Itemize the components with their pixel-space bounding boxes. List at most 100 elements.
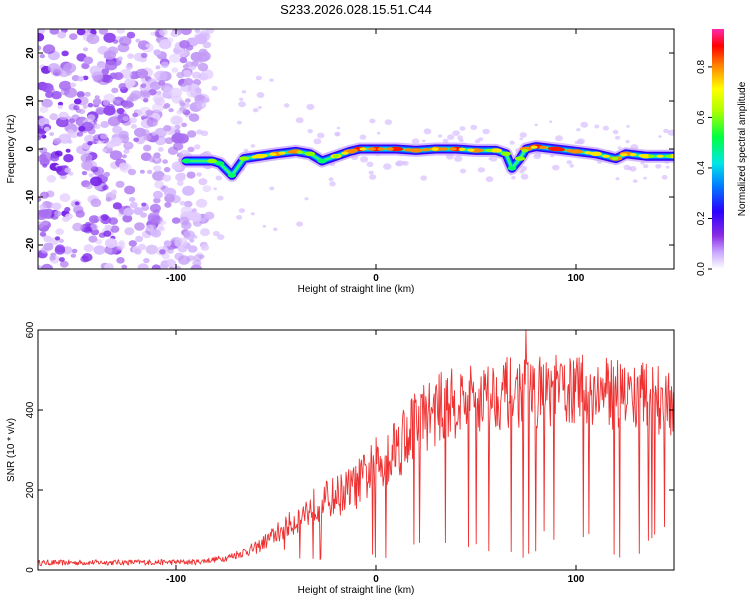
snr-ylabel: SNR (10 * v/v): [6, 418, 17, 482]
noise-speckle: [116, 107, 125, 115]
noise-speckle: [143, 144, 152, 152]
noise-speckle: [511, 175, 516, 180]
noise-speckle: [102, 100, 110, 106]
noise-speckle: [58, 80, 72, 91]
noise-speckle: [59, 260, 69, 268]
noise-speckle: [626, 125, 630, 128]
noise-speckle: [615, 177, 620, 181]
noise-speckle: [76, 131, 84, 137]
noise-speckle: [41, 98, 53, 108]
noise-speckle: [100, 214, 109, 221]
noise-speckle: [179, 51, 188, 58]
ridge-hotspot: [431, 147, 439, 151]
noise-speckle: [594, 124, 600, 129]
y-tick-label: 20: [25, 47, 36, 59]
noise-speckle: [383, 163, 392, 170]
noise-speckle: [88, 173, 94, 178]
y-tick-label: 10: [25, 95, 36, 107]
noise-speckle: [116, 29, 125, 34]
noise-speckle: [132, 112, 139, 118]
noise-speckle: [176, 109, 183, 115]
noise-speckle: [46, 175, 57, 183]
noise-speckle: [45, 91, 54, 98]
figure-title: S233.2026.028.15.51.C44: [280, 2, 432, 17]
colorbar-gradient: [712, 29, 724, 269]
noise-speckle: [143, 98, 149, 103]
noise-speckle: [129, 201, 138, 209]
noise-speckle: [42, 44, 56, 55]
noise-speckle: [38, 132, 45, 138]
noise-speckle: [194, 34, 208, 45]
noise-speckle: [181, 220, 192, 230]
noise-speckle: [196, 129, 203, 135]
noise-speckle: [45, 201, 54, 209]
noise-speckle: [78, 108, 86, 115]
noise-speckle: [121, 100, 133, 109]
noise-speckle: [194, 29, 201, 33]
y-tick-label: 0: [25, 146, 36, 152]
noise-speckle: [153, 49, 161, 56]
x-tick-label: 100: [568, 273, 585, 284]
noise-speckle: [82, 75, 89, 81]
noise-speckle: [186, 171, 196, 179]
ridge-hotspot: [251, 155, 259, 159]
y-tick-label: 0: [25, 567, 36, 573]
noise-speckle: [125, 64, 133, 70]
noise-speckle: [39, 231, 47, 237]
noise-speckle: [73, 98, 82, 105]
noise-speckle: [187, 245, 198, 253]
ridge-hotspot: [638, 154, 646, 158]
noise-speckle: [38, 265, 42, 269]
noise-speckle: [54, 166, 63, 172]
ridge-hotspot: [485, 148, 493, 152]
noise-speckle: [216, 234, 225, 241]
noise-speckle: [552, 164, 560, 171]
noise-speckle: [107, 116, 121, 127]
noise-speckle: [90, 198, 102, 208]
noise-speckle: [95, 107, 106, 115]
noise-speckle: [39, 54, 45, 59]
ridge-hotspot: [377, 147, 385, 151]
noise-speckle: [167, 259, 177, 267]
ridge-point: [207, 158, 217, 164]
noise-speckle: [200, 228, 210, 237]
noise-speckle: [153, 152, 161, 159]
noise-speckle: [110, 225, 120, 233]
noise-speckle: [118, 130, 129, 139]
noise-speckle: [438, 134, 443, 138]
noise-speckle: [87, 102, 94, 108]
noise-speckle: [49, 113, 58, 121]
ridge-hotspot: [287, 150, 295, 154]
noise-speckle: [328, 177, 334, 182]
noise-speckle: [643, 164, 649, 169]
noise-speckle: [103, 105, 116, 116]
noise-speckle: [152, 190, 163, 199]
noise-speckle: [182, 64, 189, 70]
noise-speckle: [77, 76, 84, 82]
noise-speckle: [140, 52, 148, 59]
noise-speckle: [146, 117, 158, 127]
noise-speckle: [71, 248, 78, 254]
noise-speckle: [43, 242, 54, 251]
noise-speckle: [422, 139, 426, 143]
noise-speckle: [116, 242, 126, 250]
colorbar-label: Normalized spectral amplitude: [737, 81, 748, 216]
noise-speckle: [569, 163, 575, 168]
noise-speckle: [96, 61, 106, 68]
noise-speckle: [202, 185, 212, 193]
noise-speckle: [195, 100, 207, 110]
ridge-hotspot: [566, 149, 574, 153]
noise-speckle: [64, 167, 72, 173]
noise-speckle: [38, 154, 48, 163]
noise-speckle: [82, 257, 90, 263]
ridge-hotspot: [647, 154, 655, 158]
noise-speckle: [133, 207, 144, 216]
y-tick-label: -10: [25, 189, 36, 204]
noise-speckle: [576, 138, 585, 145]
noise-speckle: [59, 193, 71, 202]
noise-speckle: [130, 124, 137, 129]
noise-speckle: [179, 102, 186, 107]
noise-speckle: [533, 153, 542, 160]
noise-speckle: [485, 176, 494, 183]
noise-speckle: [115, 99, 121, 104]
